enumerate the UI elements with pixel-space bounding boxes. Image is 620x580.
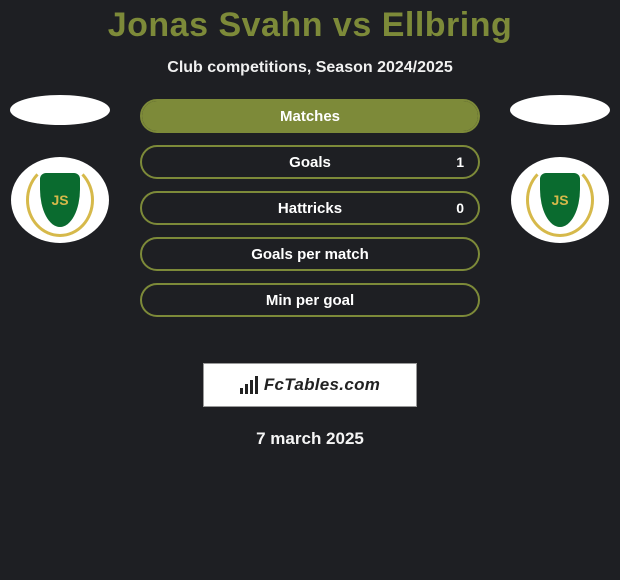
stat-row-matches: Matches xyxy=(140,99,480,133)
page-title: Jonas Svahn vs Ellbring xyxy=(0,0,620,45)
stat-row-goals: Goals 1 xyxy=(140,145,480,179)
brand-bars-icon xyxy=(240,376,258,394)
brand-box: FcTables.com xyxy=(203,363,417,407)
stat-label: Min per goal xyxy=(266,292,354,309)
date-label: 7 march 2025 xyxy=(0,429,620,449)
player-right-club-badge: JS xyxy=(511,157,609,243)
stat-label: Matches xyxy=(280,108,340,125)
stat-value-right: 0 xyxy=(456,200,464,216)
subtitle: Club competitions, Season 2024/2025 xyxy=(0,59,620,77)
brand-text: FcTables.com xyxy=(264,375,380,395)
stat-rows: Matches Goals 1 Hattricks 0 Goals per ma… xyxy=(140,99,480,317)
player-right-avatar-placeholder xyxy=(510,95,610,125)
player-left-column: JS xyxy=(0,95,120,243)
player-left-avatar-placeholder xyxy=(10,95,110,125)
stat-row-hattricks: Hattricks 0 xyxy=(140,191,480,225)
stat-label: Goals xyxy=(289,154,331,171)
club-shield-icon: JS xyxy=(32,169,88,231)
stat-row-goals-per-match: Goals per match xyxy=(140,237,480,271)
stat-value-right: 1 xyxy=(456,154,464,170)
player-left-club-badge: JS xyxy=(11,157,109,243)
stat-row-min-per-goal: Min per goal xyxy=(140,283,480,317)
comparison-area: JS JS Matches Goals 1 Hattrick xyxy=(0,107,620,337)
player-right-column: JS xyxy=(500,95,620,243)
stat-label: Hattricks xyxy=(278,200,342,217)
stat-label: Goals per match xyxy=(251,246,369,263)
club-shield-icon: JS xyxy=(532,169,588,231)
